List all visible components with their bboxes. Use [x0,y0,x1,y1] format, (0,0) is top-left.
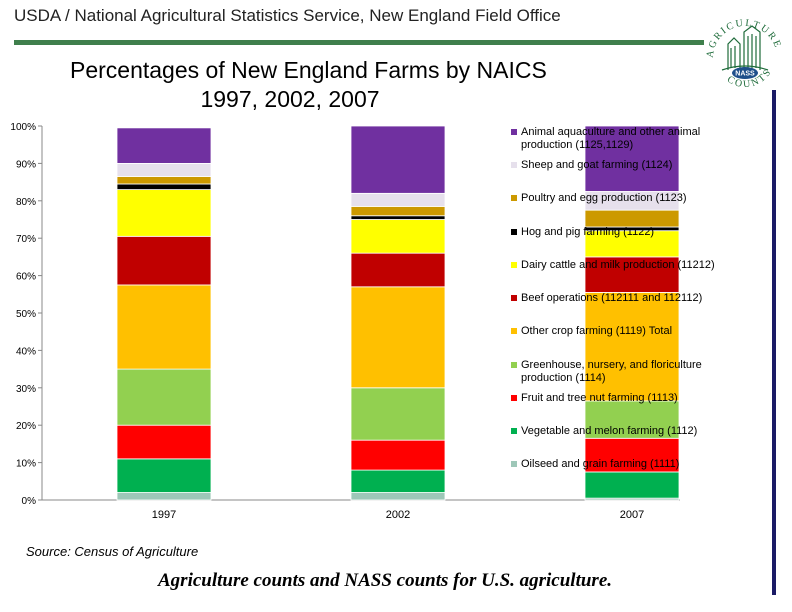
legend-label: Sheep and goat farming (1124) [521,159,672,171]
chart-title-line-2: 1997, 2002, 2007 [200,86,380,112]
bar-segment-2002-3 [350,387,446,441]
right-edge-divider [772,90,776,595]
x-tick-label: 2002 [386,509,410,521]
bar-segment-2007-8 [584,209,680,228]
bar-segment-1997-4 [116,284,212,370]
y-tick-label: 40% [16,346,36,357]
chart-title: Percentages of New England Farms by NAIC… [70,56,547,114]
source-note: Source: Census of Agriculture [26,544,199,559]
legend-swatch [511,328,517,334]
y-tick-label: 20% [16,421,36,432]
legend-swatch [511,195,517,201]
y-tick-label: 0% [22,496,37,507]
legend-label: Vegetable and melon farming (1112) [521,425,697,437]
legend-swatch [511,362,517,368]
bar-segment-2002-9 [350,192,446,207]
legend-label: Beef operations (112111 and 112112) [521,292,702,304]
bar-segment-1997-2 [116,424,212,460]
y-tick-label: 90% [16,159,36,170]
legend-label: Fruit and tree nut farming (1113) [521,392,678,404]
tagline: Agriculture counts and NASS counts for U… [158,570,613,591]
legend-swatch [511,262,517,268]
legend-swatch [511,428,517,434]
legend-swatch [511,162,517,168]
legend-swatch [511,295,517,301]
bar-segment-1997-5 [116,235,212,286]
bar-segment-2002-8 [350,206,446,217]
bar-segment-1997-6 [116,189,212,237]
y-tick-label: 100% [10,122,36,133]
y-tick-label: 30% [16,384,36,395]
legend-swatch [511,129,517,135]
bar-segment-2002-5 [350,252,446,288]
bar-segment-2002-10 [350,125,446,194]
bar-segment-2002-6 [350,219,446,254]
y-tick-label: 50% [16,309,36,320]
bar-segment-2007-5 [584,256,680,293]
y-tick-label: 10% [16,459,36,470]
bar-segment-2007-4 [584,292,680,402]
bar-segment-1997-8 [116,176,212,185]
bar-segment-2007-6 [584,230,680,258]
bar-segment-1997-0 [116,492,212,501]
legend-label: Animal aquaculture and other animal produ… [521,126,700,151]
bar-segment-2007-10 [584,125,680,192]
x-tick-label: 2007 [620,509,644,521]
y-tick-label: 60% [16,272,36,283]
legend-label: Other crop farming (1119) Total [521,325,672,337]
chart-title-line-1: Percentages of New England Farms by NAIC… [70,57,547,83]
bar-segment-1997-10 [116,127,212,164]
bar-segment-1997-7 [116,183,212,190]
bar-segment-2002-2 [350,439,446,471]
legend-label: Oilseed and grain farming (1111) [521,458,679,470]
bar-segment-2002-7 [350,215,446,220]
y-tick-label: 80% [16,197,36,208]
legend-label: Dairy cattle and milk production (11212) [521,259,715,271]
legend-swatch [511,229,517,235]
bar-segment-1997-1 [116,458,212,493]
bar-segment-2002-0 [350,492,446,501]
bar-segment-2002-1 [350,469,446,493]
bar-segment-1997-3 [116,368,212,426]
y-tick-label: 70% [16,234,36,245]
legend-swatch [511,395,517,401]
legend-label: Greenhouse, nursery, and floriculture pro… [521,359,702,384]
nass-logo: AGRICULTURE NASS COUNTS [705,18,782,90]
bar-segment-2007-1 [584,471,680,499]
bar-segment-1997-9 [116,162,212,177]
x-tick-label: 1997 [152,509,176,521]
bar-segment-2007-2 [584,437,680,473]
legend-swatch [511,461,517,467]
legend-label: Hog and pig farming (1122) [521,226,654,238]
logo-badge-text: NASS [735,71,755,78]
legend-label: Poultry and egg production (1123) [521,192,687,204]
header-title: USDA / National Agricultural Statistics … [14,6,561,25]
header-divider [14,40,704,45]
bar-segment-2002-4 [350,286,446,389]
